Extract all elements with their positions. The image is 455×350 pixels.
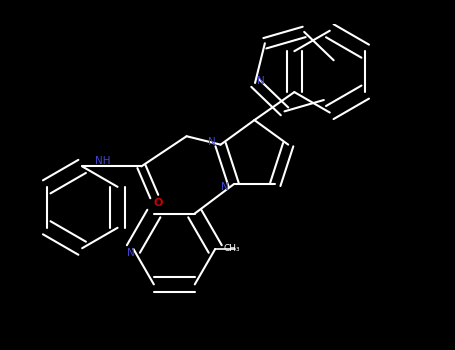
Text: NH: NH bbox=[95, 156, 111, 166]
Text: N: N bbox=[208, 138, 216, 147]
Text: O: O bbox=[154, 198, 163, 208]
Text: N: N bbox=[221, 182, 229, 191]
Text: N: N bbox=[257, 76, 264, 86]
Text: CH₃: CH₃ bbox=[223, 244, 240, 253]
Text: N: N bbox=[127, 248, 135, 258]
